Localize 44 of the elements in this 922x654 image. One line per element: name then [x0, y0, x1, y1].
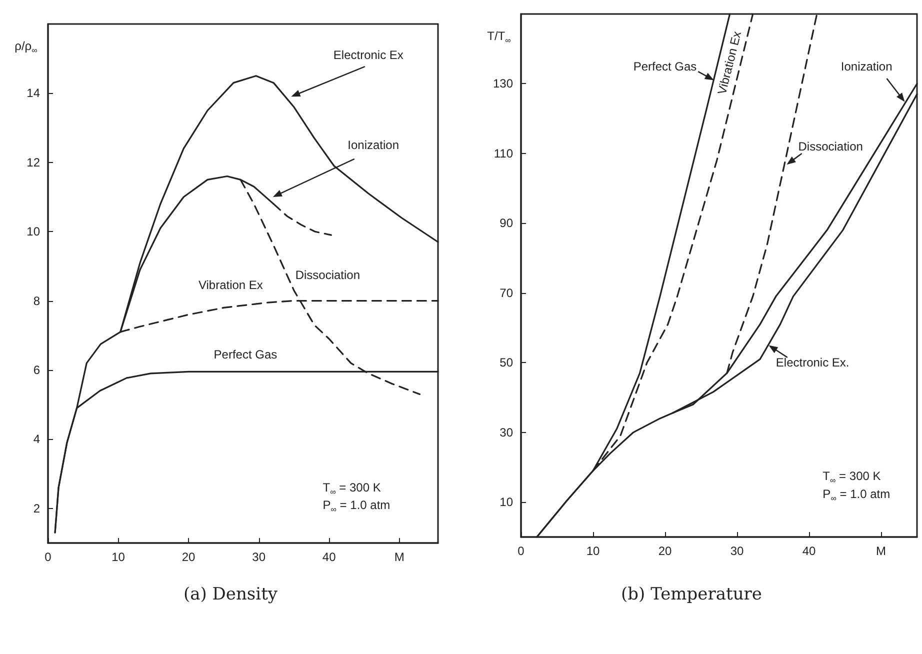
annotation: P$_{∞}$ = 1.0 atm: [822, 486, 890, 503]
y-tick-label: 90: [500, 216, 514, 230]
y-tick-label: 8: [33, 294, 40, 308]
y-tick-label: 6: [33, 363, 40, 377]
y-tick-label: 10: [500, 495, 514, 510]
legend-label: Perfect Gas: [633, 59, 697, 74]
x-tick-label: 20: [658, 544, 672, 558]
y-tick-label: 10: [26, 224, 40, 239]
x-tick-label: 0: [518, 544, 525, 558]
text: (b) Temperature: [621, 584, 762, 604]
text: (a) Density: [183, 584, 278, 604]
y-tick-label: 14: [26, 86, 40, 100]
y-tick-label: 110: [494, 146, 514, 160]
series-label: Electronic Ex.: [776, 356, 850, 370]
y-tick-label: 30: [500, 425, 514, 440]
series-label: Dissociation: [798, 139, 863, 154]
annotation: T$_{∞}$ = 300 K: [822, 468, 881, 485]
x-tick-label: 40: [322, 550, 336, 564]
series-label: Vibration Ex: [198, 278, 263, 292]
x-tick-label: 20: [182, 550, 196, 564]
y-tick-label: 130: [492, 76, 514, 91]
annotation: P$_{∞}$ = 1.0 atm: [322, 498, 390, 514]
x-tick-label: M: [876, 544, 886, 558]
text: Ionization: [840, 59, 892, 74]
y-tick-label: 4: [33, 432, 40, 446]
series-label: Perfect Gas: [214, 347, 278, 362]
y-tick-label: 2: [33, 501, 40, 516]
x-tick-label: 10: [586, 544, 600, 558]
x-tick-label: 40: [802, 544, 816, 558]
y-tick-label: 12: [26, 155, 40, 170]
y-axis-title: ρ/ρ$_{∞}$: [14, 39, 38, 55]
y-axis-title: T/T$_{∞}$: [487, 29, 512, 45]
x-tick-label: 30: [252, 550, 266, 564]
x-tick-label: 10: [112, 550, 126, 564]
y-tick-label: 70: [500, 286, 514, 300]
text: Vibration Ex: [714, 30, 744, 96]
x-tick-label: 30: [730, 544, 744, 558]
x-tick-label: 0: [44, 550, 52, 564]
series-label: Dissociation: [295, 268, 360, 282]
annotation: T$_{∞}$ = 300 K: [322, 480, 381, 497]
y-tick-label: 50: [500, 356, 514, 370]
text: Electronic Ex: [333, 48, 404, 62]
text: Ionization: [348, 138, 400, 152]
x-tick-label: M: [394, 550, 404, 564]
